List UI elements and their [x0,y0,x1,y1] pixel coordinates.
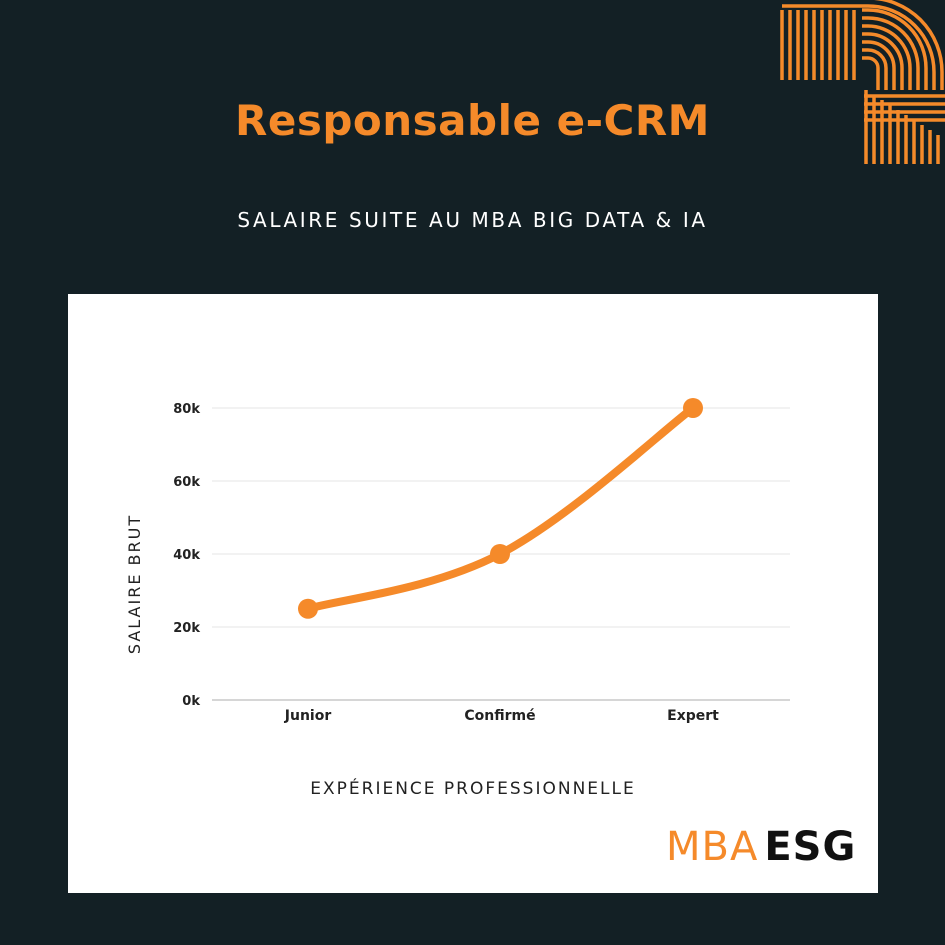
mba-esg-logo: MBA ESG [666,824,856,870]
x-tick-labels: Junior Confirmé Expert [284,708,719,724]
data-point [683,398,703,418]
data-point [298,598,318,619]
y-tick-label: 80k [173,402,200,417]
y-tick-label: 40k [173,548,200,563]
page-title: Responsable e-CRM [235,96,710,145]
logo-esg-text: ESG [764,824,857,870]
x-tick-label: Expert [667,708,719,724]
corner-stripes-decoration [780,0,945,164]
series-line [304,404,697,613]
y-tick-label: 0k [182,694,200,709]
salary-line-chart: 0k 20k 40k 60k 80k Junior Confirmé Expert SALA… [125,398,790,799]
logo-mba-text: MBA [666,824,759,870]
data-point [490,544,510,564]
x-tick-label: Junior [284,708,332,724]
x-axis-label: EXPÉRIENCE PROFESSIONNELLE [310,777,635,799]
page-subtitle: SALAIRE SUITE AU MBA BIG DATA & IA [237,208,708,232]
y-tick-label: 20k [173,621,200,636]
y-tick-label: 60k [173,475,200,490]
series-line-layer [304,404,697,613]
x-tick-label: Confirmé [464,708,535,724]
y-tick-labels: 0k 20k 40k 60k 80k [173,402,200,709]
y-axis-label: SALAIRE BRUT [125,514,144,654]
data-points [298,398,703,619]
chart-card: 0k 20k 40k 60k 80k Junior Confirmé Expert SALA… [68,294,878,893]
